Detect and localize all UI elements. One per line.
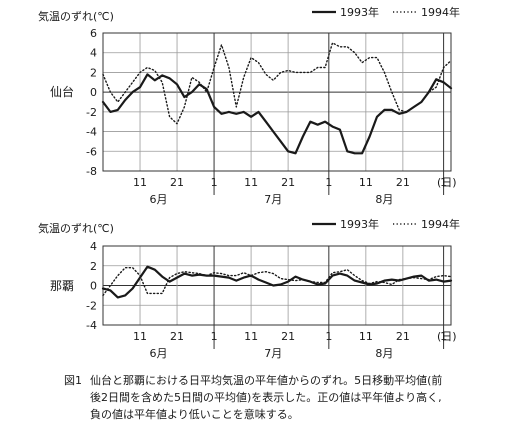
chart2-x-tick-label: 11	[244, 330, 258, 343]
chart1-y-tick-label: -4	[86, 126, 97, 139]
chart1-month-label: 6月	[150, 193, 168, 206]
caption-line-1: 仙台と那覇における日平均気温の平年値からのずれ。5日移動平均値(前	[90, 374, 443, 387]
chart2-y-axis-label: 気温のずれ(℃)	[38, 221, 114, 235]
chart2-x-tick-label: 21	[396, 330, 410, 343]
chart1-month-label: 7月	[264, 193, 282, 206]
chart1-x-tick-label: 1	[211, 176, 218, 189]
chart1-legend-label-2: 1994年	[421, 5, 460, 19]
chart2-legend-label-1: 1993年	[340, 217, 379, 231]
chart1-x-tick-label: 11	[133, 176, 147, 189]
chart2-y-tick-label: -4	[86, 319, 97, 332]
chart2-x-tick-label: 21	[170, 330, 184, 343]
chart1-x-tick-label: 1	[440, 176, 447, 189]
chart2-x-tick-label: 21	[281, 330, 295, 343]
chart1-x-tick-label: 21	[396, 176, 410, 189]
chart2-day-unit-label: (日)	[437, 330, 457, 343]
chart1-y-tick-label: -8	[86, 165, 97, 178]
chart2-legend-label-2: 1994年	[421, 217, 460, 231]
chart1-x-tick-label: 1	[325, 176, 332, 189]
chart1-series-line-1	[101, 73, 453, 155]
chart1-y-tick-label: 0	[90, 86, 97, 99]
chart1-month-label: 8月	[375, 193, 393, 206]
chart2-x-tick-label: 1	[325, 330, 332, 343]
chart1-x-tick-label: 11	[359, 176, 373, 189]
chart2-month-label: 8月	[375, 347, 393, 360]
chart2-y-tick-label: -2	[86, 299, 97, 312]
chart1-x-tick-label: 21	[170, 176, 184, 189]
chart2-month-label: 6月	[150, 347, 168, 360]
chart1-y-tick-label: 6	[90, 27, 97, 40]
chart2-y-tick-label: 4	[90, 240, 97, 253]
chart2-x-tick-label: 11	[133, 330, 147, 343]
caption-line-3: 負の値は平年値より低いことを意味する。	[90, 408, 299, 421]
chart1-y-tick-label: 4	[90, 47, 97, 60]
chart2-y-tick-label: 0	[90, 280, 97, 293]
chart2-x-tick-label: 1	[211, 330, 218, 343]
chart1-plot-frame	[102, 32, 452, 172]
chart1-x-tick-label: 21	[281, 176, 295, 189]
chart2-month-label: 7月	[264, 347, 282, 360]
chart1-series-line-2	[102, 42, 452, 125]
chart1-legend-label-1: 1993年	[340, 5, 379, 19]
chart1-y-tick-label: -2	[86, 106, 97, 119]
chart2-series-line-2	[102, 267, 452, 297]
chart2-y-tick-label: 2	[90, 260, 97, 273]
chart2-x-tick-label: 11	[359, 330, 373, 343]
chart1-station-label: 仙台	[50, 84, 74, 99]
chart2-x-tick-label: 1	[440, 330, 447, 343]
chart1-y-tick-label: 2	[90, 66, 97, 79]
chart1-x-tick-label: 11	[244, 176, 258, 189]
chart2-station-label: 那覇	[50, 279, 74, 293]
caption-figure-label: 図1	[64, 374, 82, 387]
chart2-plot-frame	[102, 245, 452, 326]
chart2-series-line-1	[101, 265, 453, 299]
chart1-day-unit-label: (日)	[437, 176, 457, 189]
chart1-y-axis-label: 気温のずれ(℃)	[38, 9, 114, 23]
chart1-y-tick-label: -6	[86, 145, 97, 158]
figure-caption: 図1 仙台と那覇における日平均気温の平年値からのずれ。5日移動平均値(前 後2日間…	[64, 372, 504, 423]
caption-line-2: 後2日間を含めた5日間の平均値)を表示した。正の値は平年値より高く,	[90, 391, 442, 404]
